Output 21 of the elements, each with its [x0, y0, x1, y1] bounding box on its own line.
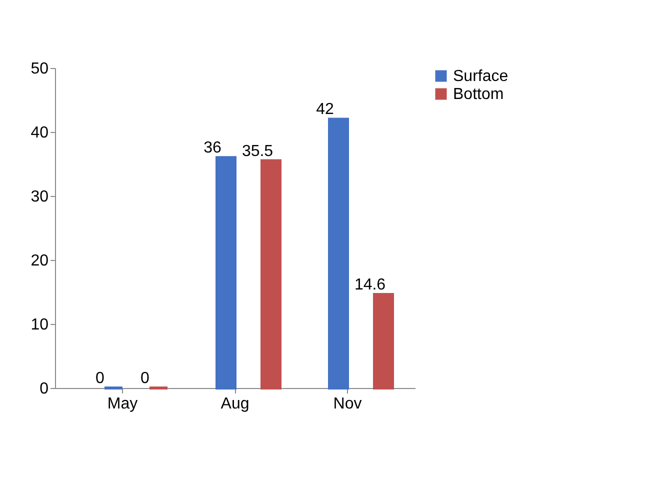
- y-tick-label: 20: [30, 252, 49, 270]
- bar: [373, 293, 394, 390]
- legend-label: Bottom: [453, 86, 504, 103]
- data-label: 42: [316, 101, 334, 118]
- x-tick-label: Nov: [333, 396, 362, 412]
- y-tick-label: 0: [40, 380, 49, 398]
- data-label: 0: [96, 370, 105, 387]
- y-tick-label: 10: [30, 316, 49, 334]
- bar: [260, 159, 282, 390]
- bar: [216, 156, 236, 390]
- x-tick-label: Aug: [220, 396, 250, 412]
- bar: [328, 118, 349, 390]
- data-label: 36: [204, 140, 222, 157]
- x-tick-label: May: [107, 396, 138, 412]
- data-label: 35.5: [242, 142, 274, 160]
- data-label: 0: [140, 370, 150, 387]
- y-tick-label: 50: [30, 60, 49, 78]
- legend-label: Surface: [453, 68, 508, 85]
- data-label: 14.6: [354, 276, 386, 294]
- y-tick-label: 30: [30, 188, 49, 206]
- y-tick-label: 40: [30, 124, 49, 142]
